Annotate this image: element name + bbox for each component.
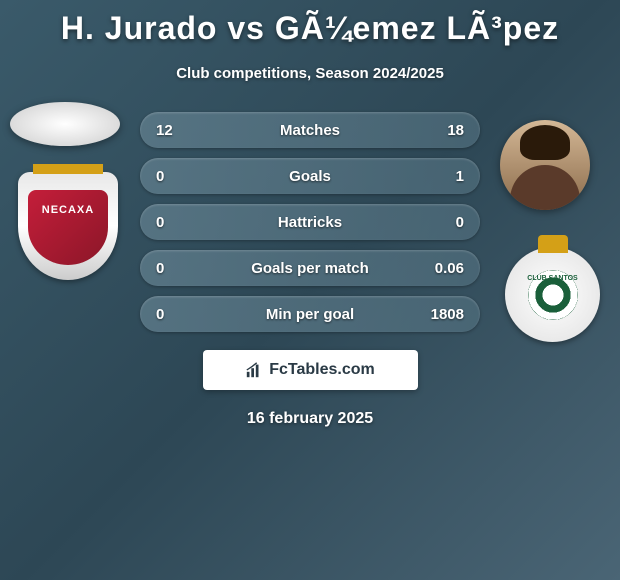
stat-row: 12 Matches 18	[140, 112, 480, 148]
brand-badge[interactable]: FcTables.com	[203, 350, 418, 390]
stat-left-value: 0	[156, 168, 196, 185]
stats-table: 12 Matches 18 0 Goals 1 0 Hattricks 0 0 …	[140, 112, 480, 332]
club-right-badge: CLUB SANTOS	[505, 247, 600, 342]
stat-label: Goals per match	[196, 260, 424, 277]
stat-label: Hattricks	[196, 214, 424, 231]
stat-row: 0 Min per goal 1808	[140, 296, 480, 332]
subtitle: Club competitions, Season 2024/2025	[0, 65, 620, 82]
stat-label: Goals	[196, 168, 424, 185]
stat-right-value: 1	[424, 168, 464, 185]
chart-icon	[245, 361, 263, 379]
comparison-card: H. Jurado vs GÃ¼emez LÃ³pez Club competi…	[0, 0, 620, 428]
stat-left-value: 12	[156, 122, 196, 139]
stat-row: 0 Goals per match 0.06	[140, 250, 480, 286]
stat-label: Matches	[196, 122, 424, 139]
player-right-avatar	[500, 120, 590, 210]
brand-text: FcTables.com	[269, 361, 375, 379]
stat-right-value: 0.06	[424, 260, 464, 277]
stat-left-value: 0	[156, 260, 196, 277]
club-left-name: NECAXA	[18, 204, 118, 216]
stat-row: 0 Hattricks 0	[140, 204, 480, 240]
page-title: H. Jurado vs GÃ¼emez LÃ³pez	[0, 10, 620, 47]
stat-right-value: 0	[424, 214, 464, 231]
date-label: 16 february 2025	[0, 410, 620, 428]
stat-right-value: 1808	[424, 306, 464, 323]
stat-left-value: 0	[156, 214, 196, 231]
stat-row: 0 Goals 1	[140, 158, 480, 194]
club-left-badge: NECAXA	[18, 172, 118, 280]
stat-label: Min per goal	[196, 306, 424, 323]
necaxa-shield-icon	[18, 172, 118, 280]
stat-left-value: 0	[156, 306, 196, 323]
content-area: NECAXA CLUB SANTOS 12 Matches 18 0 Goals…	[0, 112, 620, 428]
player-left-avatar	[10, 102, 120, 146]
stat-right-value: 18	[424, 122, 464, 139]
santos-circle-icon	[505, 247, 600, 342]
club-right-name: CLUB SANTOS	[505, 275, 600, 282]
